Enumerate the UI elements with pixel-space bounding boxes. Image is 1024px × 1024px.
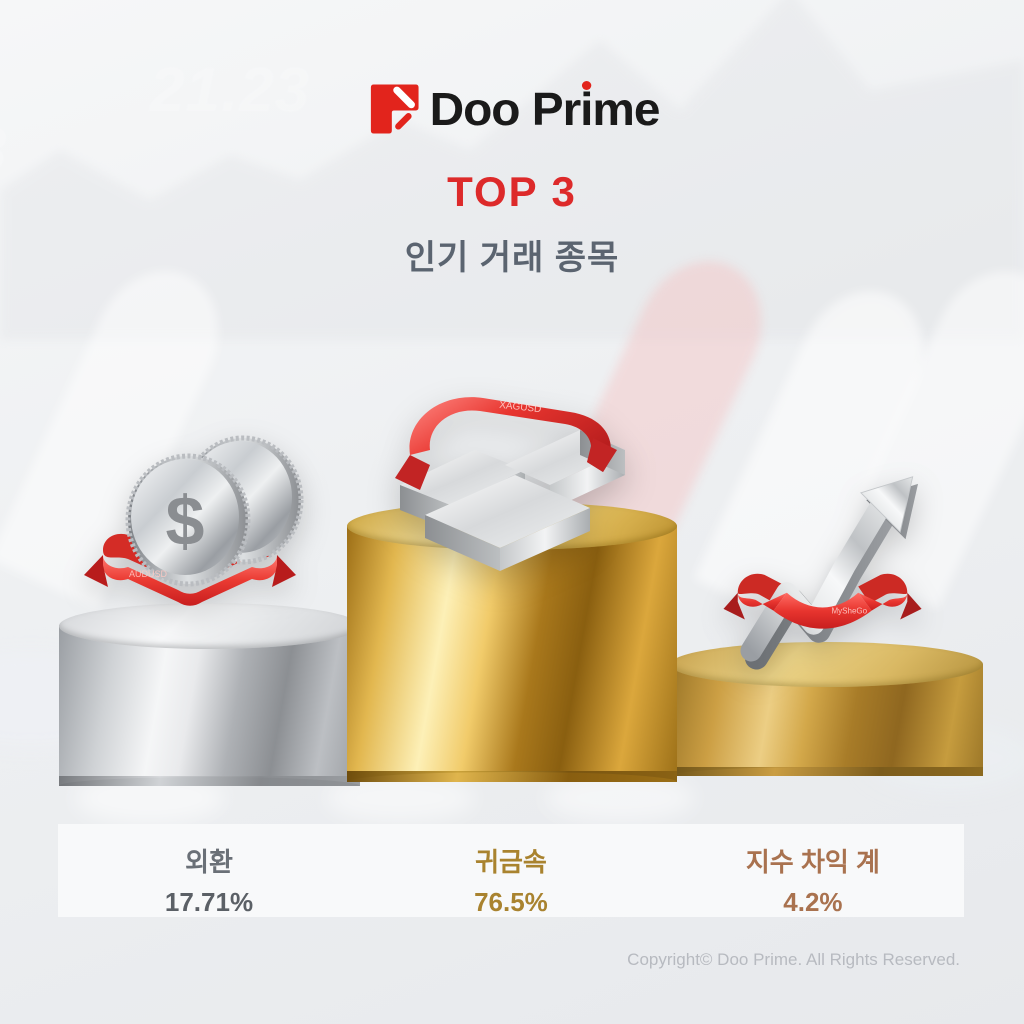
svg-text:MySheGo: MySheGo <box>831 606 867 615</box>
svg-text:AUDUSD: AUDUSD <box>129 569 168 579</box>
svg-text:$: $ <box>166 482 205 560</box>
